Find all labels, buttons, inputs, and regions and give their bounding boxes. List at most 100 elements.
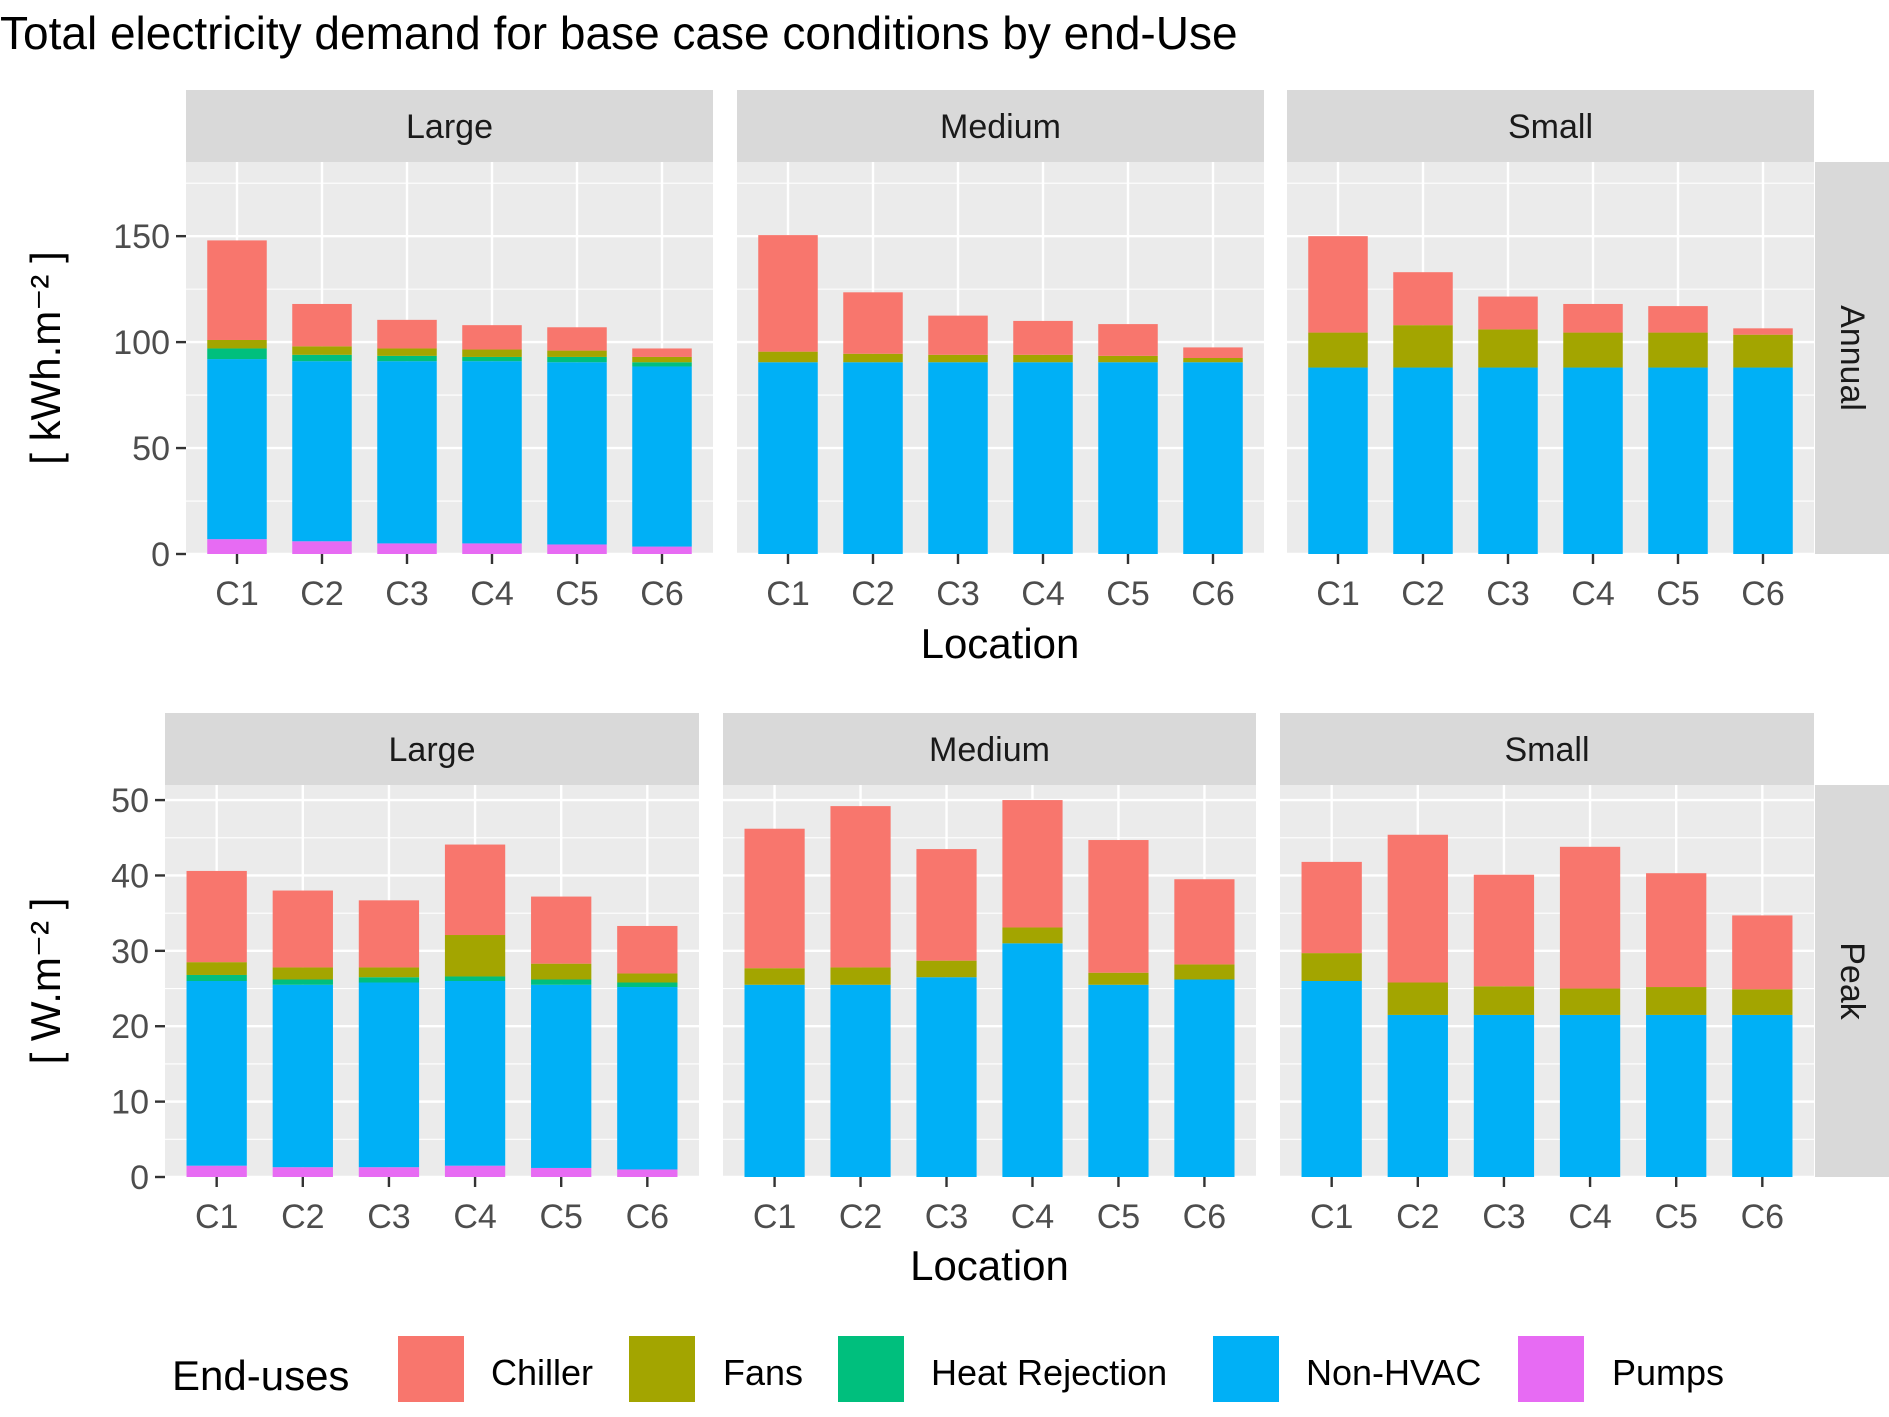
x-tick-label: C5 bbox=[1654, 1198, 1697, 1236]
bar-medium-c3-non-hvac bbox=[928, 362, 988, 554]
row-strip-label: Annual bbox=[1833, 305, 1871, 411]
x-tick-label: C5 bbox=[555, 575, 598, 613]
bar-small-c2-chiller bbox=[1393, 272, 1453, 326]
bar-large-c1-chiller bbox=[186, 870, 247, 963]
y-tick-label: 10 bbox=[111, 1084, 149, 1122]
bar-small-c3-fans bbox=[1473, 986, 1535, 1015]
y-axis-title: [ W.m⁻² ] bbox=[22, 898, 69, 1065]
legend-label-non-hvac: Non-HVAC bbox=[1306, 1352, 1482, 1393]
bar-large-c5-chiller bbox=[547, 327, 607, 351]
bar-medium-c6-non-hvac bbox=[1174, 979, 1235, 1177]
bar-large-c3-chiller bbox=[358, 900, 420, 968]
bar-medium-c2-chiller bbox=[830, 806, 891, 968]
legend-label-heat-rejection: Heat Rejection bbox=[931, 1352, 1168, 1393]
y-tick-label: 30 bbox=[111, 933, 149, 971]
x-tick-label: C3 bbox=[1482, 1198, 1525, 1236]
bar-small-c4-chiller bbox=[1559, 846, 1621, 989]
x-tick-label: C1 bbox=[766, 575, 809, 613]
bar-medium-c5-chiller bbox=[1088, 840, 1149, 973]
facet-annual-small: C1 C2 C3 C4 C5 C6 Small bbox=[1287, 90, 1814, 613]
legend-key-non-hvac bbox=[1213, 1336, 1279, 1402]
x-tick-label: C4 bbox=[1011, 1198, 1054, 1236]
bar-small-c1-fans bbox=[1308, 332, 1368, 368]
x-tick-label: C6 bbox=[1741, 575, 1784, 613]
bar-medium-c6-non-hvac bbox=[1183, 362, 1243, 554]
bar-large-c1-fans bbox=[186, 962, 247, 975]
row-strip bbox=[1815, 785, 1889, 1177]
bar-large-c3-chiller bbox=[377, 319, 437, 349]
facet-annual-large: C1 C2 C3 C4 C5 C6 Large bbox=[186, 90, 713, 613]
x-axis-title: Location bbox=[921, 620, 1080, 667]
bar-small-c2-fans bbox=[1393, 325, 1453, 368]
bar-small-c4-non-hvac bbox=[1563, 367, 1623, 554]
bar-large-c4-non-hvac bbox=[444, 981, 506, 1166]
bar-small-c3-chiller bbox=[1478, 296, 1538, 330]
bar-medium-c3-fans bbox=[928, 354, 988, 363]
bar-small-c3-fans bbox=[1478, 329, 1538, 368]
bar-large-c6-pumps bbox=[632, 546, 692, 554]
bar-large-c6-pumps bbox=[617, 1169, 678, 1177]
x-tick-label: C3 bbox=[1486, 575, 1529, 613]
x-axis-title: Location bbox=[910, 1242, 1069, 1289]
bar-large-c6-non-hvac bbox=[617, 987, 678, 1170]
x-tick-label: C6 bbox=[640, 575, 683, 613]
facet-strip bbox=[1280, 713, 1814, 785]
y-tick-label: 50 bbox=[111, 782, 149, 820]
x-tick-label: C4 bbox=[1571, 575, 1614, 613]
bar-small-c2-non-hvac bbox=[1393, 367, 1453, 554]
bar-small-c1-chiller bbox=[1308, 236, 1368, 333]
bar-large-c2-pumps bbox=[292, 541, 352, 554]
bar-large-c4-pumps bbox=[444, 1165, 506, 1177]
x-tick-label: C2 bbox=[839, 1198, 882, 1236]
legend-title: End-uses bbox=[172, 1352, 350, 1399]
row-strip bbox=[1815, 162, 1889, 554]
bar-medium-c3-fans bbox=[916, 960, 977, 978]
bar-medium-c3-non-hvac bbox=[916, 977, 977, 1177]
bar-small-c4-non-hvac bbox=[1559, 1014, 1621, 1177]
panel-background bbox=[165, 785, 699, 1177]
bar-small-c1-chiller bbox=[1301, 861, 1362, 954]
bar-large-c2-fans bbox=[272, 967, 333, 980]
bar-small-c2-non-hvac bbox=[1387, 1014, 1448, 1177]
y-tick-label: 40 bbox=[111, 857, 149, 895]
facet-strip-label: Large bbox=[389, 731, 476, 769]
bar-medium-c3-chiller bbox=[916, 849, 977, 961]
x-tick-label: C5 bbox=[539, 1198, 582, 1236]
bar-large-c4-chiller bbox=[462, 325, 522, 350]
bar-small-c1-non-hvac bbox=[1308, 367, 1368, 554]
facet-strip-label: Medium bbox=[929, 731, 1050, 769]
bar-medium-c1-fans bbox=[758, 351, 818, 363]
bar-small-c4-chiller bbox=[1563, 303, 1623, 333]
bar-small-c2-fans bbox=[1387, 982, 1448, 1015]
x-tick-label: C4 bbox=[1021, 575, 1064, 613]
panel-background bbox=[1280, 785, 1814, 1177]
bar-medium-c3-chiller bbox=[928, 315, 988, 355]
x-tick-label: C1 bbox=[195, 1198, 238, 1236]
x-tick-label: C5 bbox=[1656, 575, 1699, 613]
panel-background bbox=[723, 785, 1256, 1177]
facet-strip-label: Medium bbox=[940, 108, 1061, 146]
bar-large-c5-fans bbox=[547, 350, 607, 357]
y-tick-label: 150 bbox=[113, 218, 170, 256]
panel-background bbox=[186, 162, 713, 554]
bar-large-c5-non-hvac bbox=[531, 984, 592, 1168]
bar-small-c6-fans bbox=[1733, 334, 1793, 368]
x-tick-label: C1 bbox=[1310, 1198, 1353, 1236]
bar-large-c1-non-hvac bbox=[186, 981, 247, 1166]
bar-small-c4-fans bbox=[1563, 332, 1623, 368]
bar-medium-c4-non-hvac bbox=[1002, 943, 1063, 1177]
bar-large-c1-non-hvac bbox=[207, 359, 267, 540]
x-tick-label: C2 bbox=[1401, 575, 1444, 613]
y-tick-label: 0 bbox=[130, 1159, 149, 1197]
bar-small-c5-fans bbox=[1646, 987, 1707, 1015]
legend-key-heat-rejection bbox=[838, 1336, 904, 1402]
bar-large-c2-pumps bbox=[272, 1167, 333, 1177]
bar-small-c1-non-hvac bbox=[1301, 981, 1362, 1177]
bar-small-c6-non-hvac bbox=[1732, 1014, 1793, 1177]
bar-medium-c5-chiller bbox=[1098, 324, 1158, 356]
x-tick-label: C1 bbox=[1316, 575, 1359, 613]
bar-medium-c5-non-hvac bbox=[1088, 984, 1149, 1177]
x-tick-label: C4 bbox=[453, 1198, 496, 1236]
y-tick-label: 20 bbox=[111, 1008, 149, 1046]
